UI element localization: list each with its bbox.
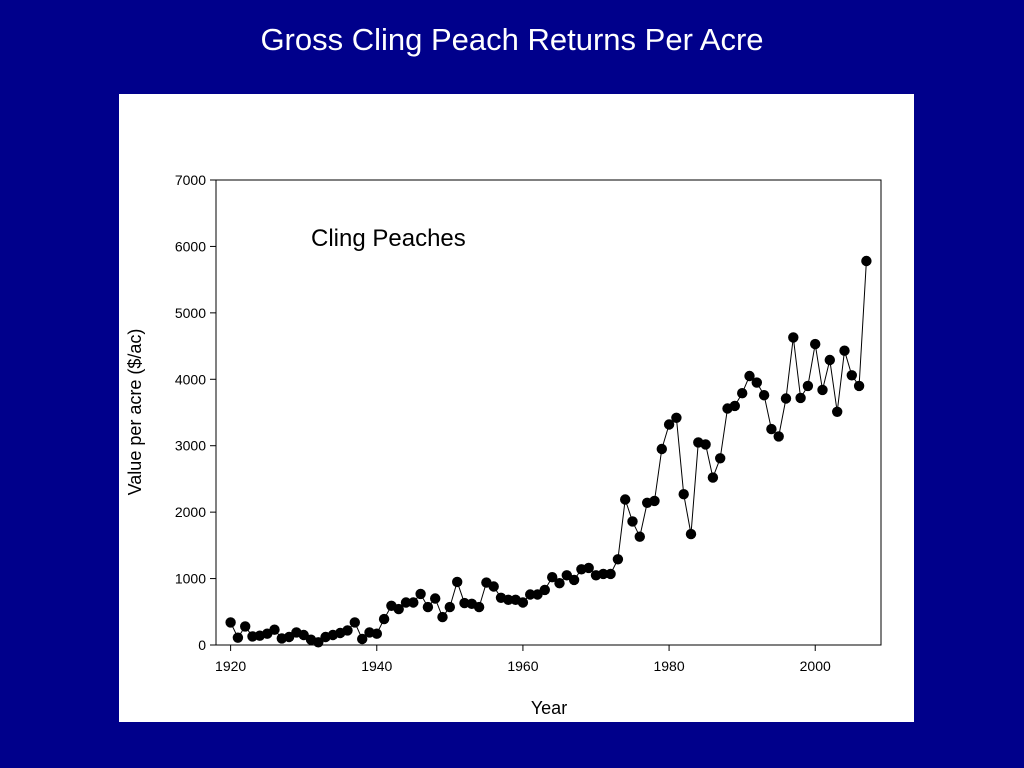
data-point — [766, 423, 777, 435]
data-point — [554, 578, 565, 589]
data-point — [269, 624, 280, 635]
data-point — [415, 588, 426, 600]
data-point — [313, 637, 324, 648]
data-point — [444, 601, 455, 613]
data-point — [568, 574, 580, 586]
data-point — [715, 453, 726, 464]
data-point — [634, 531, 645, 542]
data-point — [225, 617, 236, 628]
plot-frame — [215, 179, 882, 646]
x-axis-label: Year — [531, 698, 567, 718]
data-point — [342, 625, 353, 636]
data-point — [525, 589, 536, 600]
series-points — [225, 255, 872, 648]
data-point — [795, 392, 806, 404]
y-tick-label: 3000 — [175, 438, 206, 454]
data-point — [452, 576, 463, 588]
series-line — [230, 260, 867, 643]
data-point — [539, 584, 550, 596]
data-point — [620, 494, 631, 505]
y-axis-label: Value per acre ($/ac) — [125, 329, 145, 496]
x-tick-label: 1940 — [361, 658, 392, 674]
data-point — [853, 380, 865, 392]
x-axis: 1920 1940 1960 1980 2000 — [215, 645, 831, 674]
chart-annotation: Cling Peaches — [311, 225, 466, 252]
data-point — [861, 255, 872, 267]
data-point — [408, 597, 419, 608]
data-point — [751, 377, 762, 388]
x-tick-label: 1980 — [653, 658, 684, 674]
data-point — [371, 628, 382, 639]
data-point — [744, 370, 755, 382]
data-point — [649, 495, 660, 507]
y-tick-label: 6000 — [175, 238, 206, 254]
data-point — [612, 554, 624, 565]
data-point — [678, 489, 689, 500]
y-axis: 0 1000 2000 3000 4000 5000 6000 7000 — [175, 172, 216, 653]
data-point — [240, 621, 251, 632]
data-point — [349, 617, 360, 628]
data-point — [422, 601, 434, 613]
data-point — [846, 370, 857, 381]
data-point — [400, 597, 412, 608]
y-tick-label: 0 — [198, 637, 206, 653]
y-tick-label: 1000 — [175, 571, 206, 587]
data-point — [430, 593, 441, 604]
data-point — [685, 528, 697, 540]
data-point — [232, 632, 244, 643]
y-tick-label: 7000 — [175, 172, 206, 188]
data-point — [832, 406, 843, 417]
data-point — [810, 338, 821, 350]
data-point — [824, 354, 835, 366]
data-point — [488, 581, 499, 592]
slide-title: Gross Cling Peach Returns Per Acre — [260, 22, 764, 57]
data-point — [737, 388, 748, 399]
chart-panel: 0 1000 2000 3000 4000 5000 6000 7000 1920 1940 19… — [119, 94, 914, 722]
x-tick-label: 2000 — [800, 658, 831, 674]
y-tick-label: 5000 — [175, 305, 206, 321]
data-point — [802, 380, 814, 392]
data-point — [780, 393, 792, 404]
data-point — [700, 439, 711, 450]
data-point — [773, 431, 784, 442]
x-tick-label: 1960 — [507, 658, 538, 674]
data-point — [357, 633, 368, 645]
data-point — [817, 384, 828, 396]
y-tick-label: 2000 — [175, 504, 206, 520]
data-point — [839, 345, 850, 356]
data-point — [729, 400, 740, 412]
y-tick-label: 4000 — [175, 371, 206, 387]
data-point — [503, 594, 514, 605]
data-point — [547, 572, 558, 583]
data-point — [656, 443, 667, 455]
data-point — [583, 562, 594, 574]
data-point — [663, 419, 675, 430]
data-point — [758, 390, 770, 401]
data-point — [393, 603, 404, 615]
data-point — [605, 568, 616, 580]
data-point — [517, 597, 529, 608]
data-point — [788, 332, 799, 343]
x-tick-label: 1920 — [215, 658, 246, 674]
data-point — [598, 568, 609, 580]
data-point — [378, 613, 390, 625]
data-point — [473, 601, 485, 613]
data-point — [707, 472, 719, 483]
data-point — [437, 611, 448, 623]
data-point — [627, 516, 638, 527]
data-point — [671, 412, 682, 423]
